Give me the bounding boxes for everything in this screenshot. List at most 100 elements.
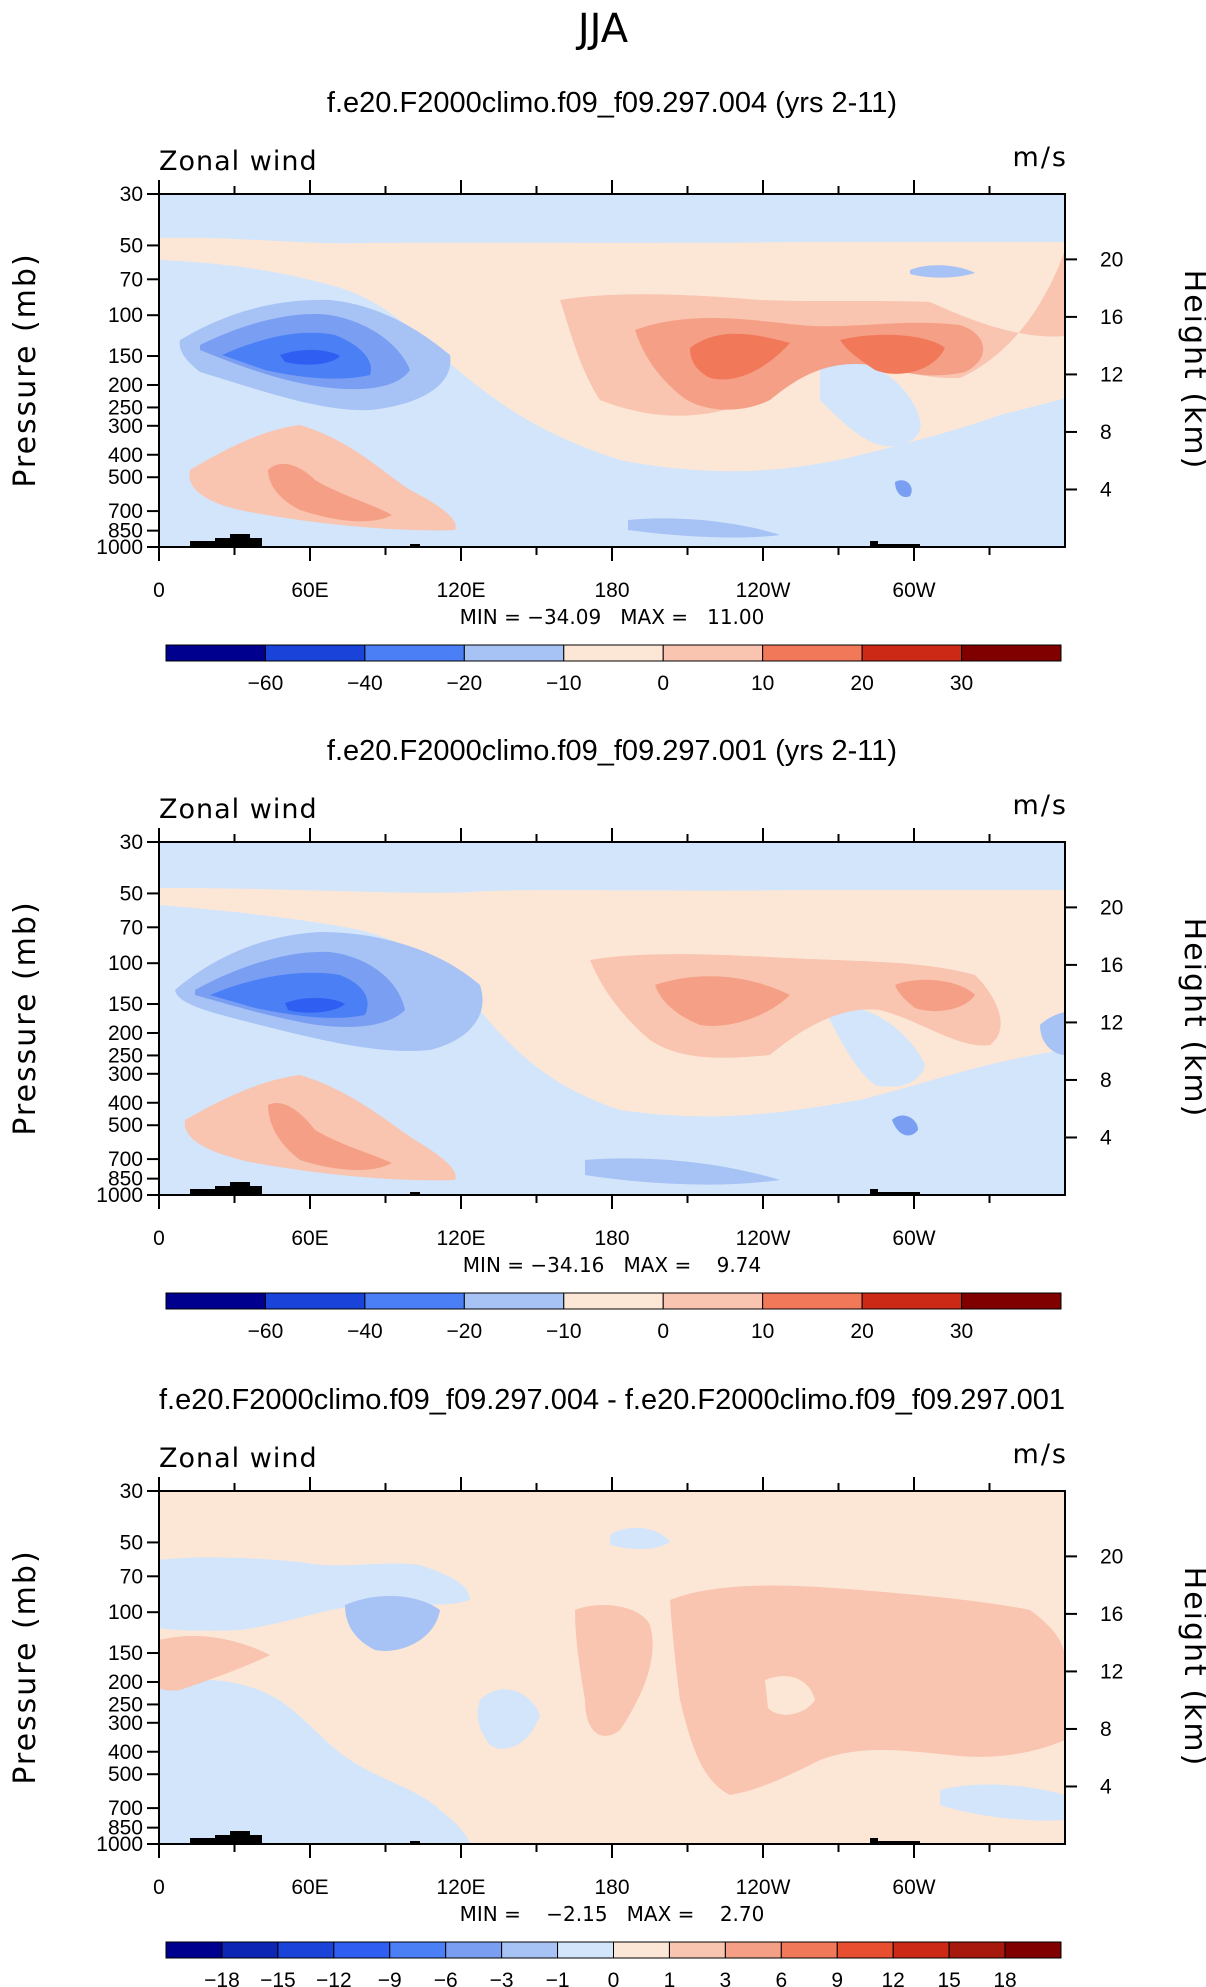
lon-tick-label: 120E — [436, 1876, 485, 1899]
pressure-tick-label: 250 — [108, 1693, 143, 1716]
pressure-tick-label: 400 — [108, 1092, 143, 1115]
contour-westerly-core — [655, 976, 790, 1026]
y-axis-label: Pressure (mb) — [8, 900, 43, 1135]
height-tick-label: 16 — [1100, 306, 1123, 329]
colorbar-label: 15 — [937, 1969, 960, 1987]
pressure-tick-label: 200 — [108, 1022, 143, 1045]
pressure-tick-label: 50 — [120, 234, 143, 257]
pressure-tick-label: 100 — [108, 304, 143, 327]
colorbar-box — [668, 1941, 726, 1959]
colorbar-label: −10 — [546, 672, 582, 695]
lon-tick-label: 60W — [892, 1876, 935, 1899]
lon-tick-label: 60E — [291, 579, 328, 602]
colorbar-label: 18 — [993, 1969, 1016, 1987]
topography-asia — [190, 534, 262, 547]
topography-asia — [190, 1831, 262, 1844]
lon-tick-label: 0 — [153, 579, 165, 602]
colorbar-label: −1 — [546, 1969, 570, 1987]
lon-tick-label: 0 — [153, 1227, 165, 1250]
colorbar-box — [221, 1941, 279, 1959]
height-tick-label: 16 — [1100, 1603, 1123, 1626]
colorbar-box — [1004, 1941, 1062, 1959]
contour-neg-lower — [159, 1679, 470, 1844]
min-max-stats: MIN = −34.16 MAX = 9.74 — [463, 1253, 761, 1277]
colorbar-box — [892, 1941, 950, 1959]
pressure-tick-label: 70 — [120, 268, 143, 291]
colorbar-box — [961, 1292, 1062, 1310]
colorbar: −60 −40 −20 −10 0 10 20 30 — [165, 1292, 1062, 1343]
colorbar-box — [662, 644, 764, 662]
pressure-tick-label: 850 — [108, 520, 143, 543]
colorbar-label: −60 — [248, 1320, 284, 1343]
pressure-tick-label: 700 — [108, 500, 143, 523]
colorbar-box — [762, 1292, 863, 1310]
colorbar-box — [762, 644, 863, 662]
contour-field — [159, 842, 1065, 1195]
pressure-tick-label: 850 — [108, 1168, 143, 1191]
colorbar-label: 30 — [950, 672, 973, 695]
colorbar-label: 12 — [882, 1969, 905, 1987]
colorbar-label: 6 — [775, 1969, 787, 1987]
colorbar-box — [277, 1941, 335, 1959]
colorbar: −18 −15 −12 −9 −6 −3 −1 0 1 3 6 9 12 15 18 — [165, 1941, 1062, 1987]
colorbar-label: 10 — [751, 1320, 774, 1343]
colorbar-label: 0 — [657, 672, 669, 695]
units-label: m/s — [1013, 790, 1068, 821]
variable-label: Zonal wind — [159, 1443, 318, 1474]
contour-neg-top — [610, 1527, 670, 1550]
contour-westerly-core — [690, 333, 790, 380]
contour-pos-pacific — [670, 1585, 1065, 1795]
lon-tick-label: 120W — [736, 579, 791, 602]
colorbar-label: −18 — [204, 1969, 240, 1987]
panel-1: f.e20.F2000climo.f09_f09.297.004 (yrs 2-… — [8, 87, 1206, 695]
colorbar-box — [463, 644, 565, 662]
topography-asia — [190, 1182, 262, 1195]
pressure-tick-label: 200 — [108, 374, 143, 397]
panel-2: f.e20.F2000climo.f09_f09.297.001 (yrs 2-… — [8, 735, 1206, 1343]
height-tick-label: 8 — [1100, 1718, 1112, 1741]
y2-axis-label: Height (km) — [1177, 1567, 1206, 1768]
colorbar-box — [563, 644, 664, 662]
contour-neg-mid — [477, 1689, 540, 1749]
contour-pos-dateline — [575, 1605, 653, 1736]
pressure-tick-label: 300 — [108, 1712, 143, 1735]
pressure-tick-label: 100 — [108, 952, 143, 975]
height-tick-label: 20 — [1100, 248, 1123, 271]
colorbar-label: 20 — [850, 1320, 873, 1343]
y-axis-label: Pressure (mb) — [8, 1549, 43, 1784]
lon-tick-label: 120E — [436, 579, 485, 602]
lon-tick-label: 60W — [892, 579, 935, 602]
topography-americas — [870, 1838, 920, 1844]
contour-lowlevel-outer — [189, 425, 456, 531]
colorbar-label: 9 — [831, 1969, 843, 1987]
figure-title: JJA — [575, 6, 629, 52]
lon-tick-label: 120E — [436, 1227, 485, 1250]
colorbar-box — [264, 1292, 366, 1310]
contour-hole — [765, 1676, 815, 1715]
contour-easterly-core — [280, 349, 340, 365]
colorbar-label: −6 — [434, 1969, 458, 1987]
colorbar-label: −10 — [546, 1320, 582, 1343]
pressure-tick-label: 250 — [108, 1044, 143, 1067]
colorbar-box — [662, 1292, 764, 1310]
contour-upper-easterly — [910, 265, 975, 278]
pressure-tick-label: 700 — [108, 1797, 143, 1820]
contour-easterly-mid — [825, 1006, 925, 1087]
height-tick-label: 4 — [1100, 478, 1112, 501]
pressure-tick-label: 500 — [108, 1763, 143, 1786]
pressure-tick-label: 700 — [108, 1148, 143, 1171]
colorbar-label: −12 — [316, 1969, 352, 1987]
colorbar-label: −3 — [490, 1969, 514, 1987]
colorbar-label: 0 — [608, 1969, 620, 1987]
pressure-tick-label: 200 — [108, 1671, 143, 1694]
pressure-tick-label: 150 — [108, 345, 143, 368]
contour-surface-easterly — [628, 518, 780, 538]
contour-small-easterly — [892, 1115, 918, 1136]
pressure-tick-label: 50 — [120, 1531, 143, 1554]
topography-americas — [870, 541, 920, 547]
colorbar-box — [557, 1941, 614, 1959]
height-tick-label: 8 — [1100, 1069, 1112, 1092]
pressure-tick-label: 100 — [108, 1601, 143, 1624]
